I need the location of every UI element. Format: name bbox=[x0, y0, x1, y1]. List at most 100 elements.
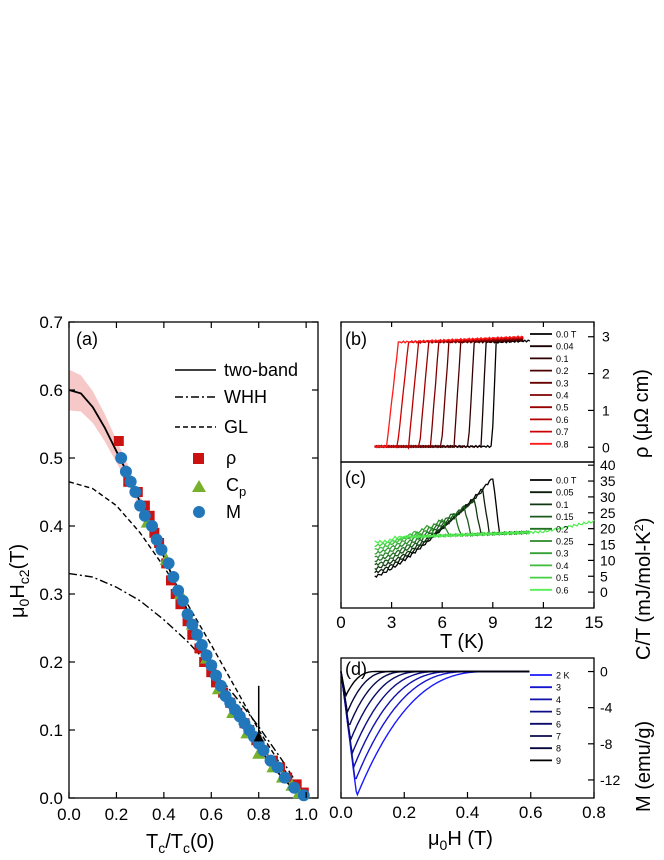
y-tick-label: 0.1 bbox=[39, 721, 63, 740]
panel-d-ticks: 0 -4 -8 -12 0.0 0.2 0.4 0.6 0.8 bbox=[329, 664, 620, 822]
panel-d-label: (d) bbox=[345, 659, 367, 679]
legend-label: 7 bbox=[556, 732, 561, 742]
m-point bbox=[172, 584, 185, 597]
panel-b-y-axis-title: ρ (μΩ cm) bbox=[631, 369, 653, 458]
y-tick-label: 0.4 bbox=[39, 517, 63, 536]
m-point bbox=[181, 608, 194, 621]
y-tick-label: 1 bbox=[602, 402, 610, 418]
panel-d-y-axis-title: M (emu/g) bbox=[633, 721, 655, 812]
y-tick-label: 10 bbox=[600, 552, 616, 568]
m-point bbox=[205, 659, 218, 672]
magnetization-curve bbox=[340, 670, 530, 698]
x-tick-label: 3 bbox=[387, 613, 396, 632]
y-tick-label: 3 bbox=[602, 329, 610, 345]
x-tick-label: 0 bbox=[336, 613, 345, 632]
m-point bbox=[167, 571, 180, 583]
m-point bbox=[146, 520, 158, 532]
panel-a-y-axis-title: μ0Hc2(T) bbox=[7, 544, 32, 618]
m-point bbox=[176, 594, 189, 607]
legend-gl-label: GL bbox=[224, 417, 248, 437]
y-tick-label: 0 bbox=[600, 664, 608, 680]
x-tick-label: 0.4 bbox=[456, 803, 480, 822]
rho-point bbox=[113, 436, 124, 446]
legend-m-marker bbox=[193, 506, 205, 518]
panel-d-legend: 2 K 3 4 5 6 7 8 9 bbox=[530, 671, 570, 766]
y-tick-label: 5 bbox=[600, 568, 608, 584]
panel-c-curves bbox=[374, 478, 595, 579]
cp-curve bbox=[374, 530, 531, 548]
rho-curve bbox=[374, 339, 531, 449]
magnetization-curve bbox=[340, 670, 530, 726]
legend-label: 0.25 bbox=[556, 537, 574, 547]
legend-label: 0.1 bbox=[556, 500, 569, 510]
x-tick-label: 0.4 bbox=[152, 805, 176, 824]
m-point bbox=[186, 618, 199, 631]
y-tick-label: 0 bbox=[602, 439, 610, 455]
m-point bbox=[210, 669, 223, 682]
legend-label: 0.8 bbox=[556, 439, 569, 449]
legend-label: 0.4 bbox=[556, 391, 569, 401]
legend-label: 0.3 bbox=[556, 549, 569, 559]
x-tick-label: 0.6 bbox=[199, 805, 223, 824]
m-point bbox=[134, 499, 147, 512]
panel-c-label: (c) bbox=[345, 468, 366, 488]
panel-d-chart: 0 -4 -8 -12 0.0 0.2 0.4 0.6 0.8 2 K 3 4 5 6 7 8 9 (d) μ… bbox=[329, 657, 655, 853]
y-tick-label: 35 bbox=[600, 473, 616, 489]
x-tick-label: 1.0 bbox=[294, 805, 318, 824]
y-tick-label: 0.6 bbox=[39, 381, 63, 400]
panel-a-plot-frame bbox=[68, 321, 319, 799]
curve-gl bbox=[68, 481, 307, 799]
legend-label: 0.3 bbox=[556, 378, 569, 388]
panel-a-x-axis-title: Tc/Tc(0) bbox=[146, 831, 214, 856]
magnetization-curve bbox=[340, 670, 530, 770]
y-tick-label: 15 bbox=[600, 537, 616, 553]
panel-b-legend: 0.0 T 0.04 0.1 0.2 0.3 0.4 0.5 0.6 0.7 0.8 bbox=[530, 330, 577, 449]
y-tick-label: -4 bbox=[600, 700, 613, 716]
magnetization-curve bbox=[340, 670, 530, 780]
legend-label: 9 bbox=[556, 756, 561, 766]
panel-b-label: (b) bbox=[345, 329, 367, 349]
x-tick-label: 15 bbox=[585, 613, 604, 632]
m-point bbox=[297, 789, 310, 802]
m-point bbox=[138, 509, 151, 522]
legend-rho-label: ρ bbox=[226, 448, 236, 468]
legend-whh-label: WHH bbox=[224, 387, 267, 407]
cp-curve bbox=[374, 519, 595, 544]
m-point bbox=[278, 771, 291, 784]
legend-label: 5 bbox=[556, 707, 561, 717]
m-point bbox=[150, 533, 163, 546]
legend-label: 0.0 T bbox=[556, 476, 577, 486]
legend-label: 4 bbox=[556, 695, 561, 705]
panel-c-x-axis-title: T (K) bbox=[440, 631, 484, 653]
legend-cp-marker bbox=[192, 480, 206, 492]
y-tick-label: -8 bbox=[600, 736, 613, 752]
legend-m-label: M bbox=[226, 502, 241, 522]
x-tick-label: 0.8 bbox=[582, 803, 606, 822]
curve-two-band bbox=[68, 389, 307, 799]
m-point bbox=[162, 557, 175, 570]
panel-a-data-points bbox=[113, 436, 310, 802]
legend-label: 0.04 bbox=[556, 342, 574, 352]
y-tick-label: 0 bbox=[600, 584, 608, 600]
m-point bbox=[195, 639, 208, 651]
arrow-head bbox=[253, 731, 264, 742]
legend-label: 0.6 bbox=[556, 415, 569, 425]
m-point bbox=[124, 475, 137, 488]
m-point bbox=[288, 781, 301, 794]
legend-label: 2 K bbox=[556, 671, 570, 681]
y-tick-label: 0.2 bbox=[39, 653, 63, 672]
legend-label: 6 bbox=[556, 719, 561, 729]
legend-rho-marker bbox=[193, 453, 204, 464]
legend-label: 0.2 bbox=[556, 366, 569, 376]
x-tick-label: 0.2 bbox=[105, 805, 129, 824]
y-tick-label: 0.7 bbox=[39, 313, 63, 332]
x-tick-label: 0.0 bbox=[329, 803, 353, 822]
x-tick-label: 6 bbox=[437, 613, 446, 632]
legend-label: 0.6 bbox=[556, 585, 569, 595]
curve-whh bbox=[68, 572, 307, 799]
x-tick-label: 12 bbox=[534, 613, 553, 632]
rho-curve bbox=[374, 336, 524, 450]
panel-a-ticks: 0.0 0.2 0.4 0.6 0.8 1.0 0.0 0.1 0.2 0.3 0.4 0.5 0.6 0… bbox=[39, 313, 318, 824]
